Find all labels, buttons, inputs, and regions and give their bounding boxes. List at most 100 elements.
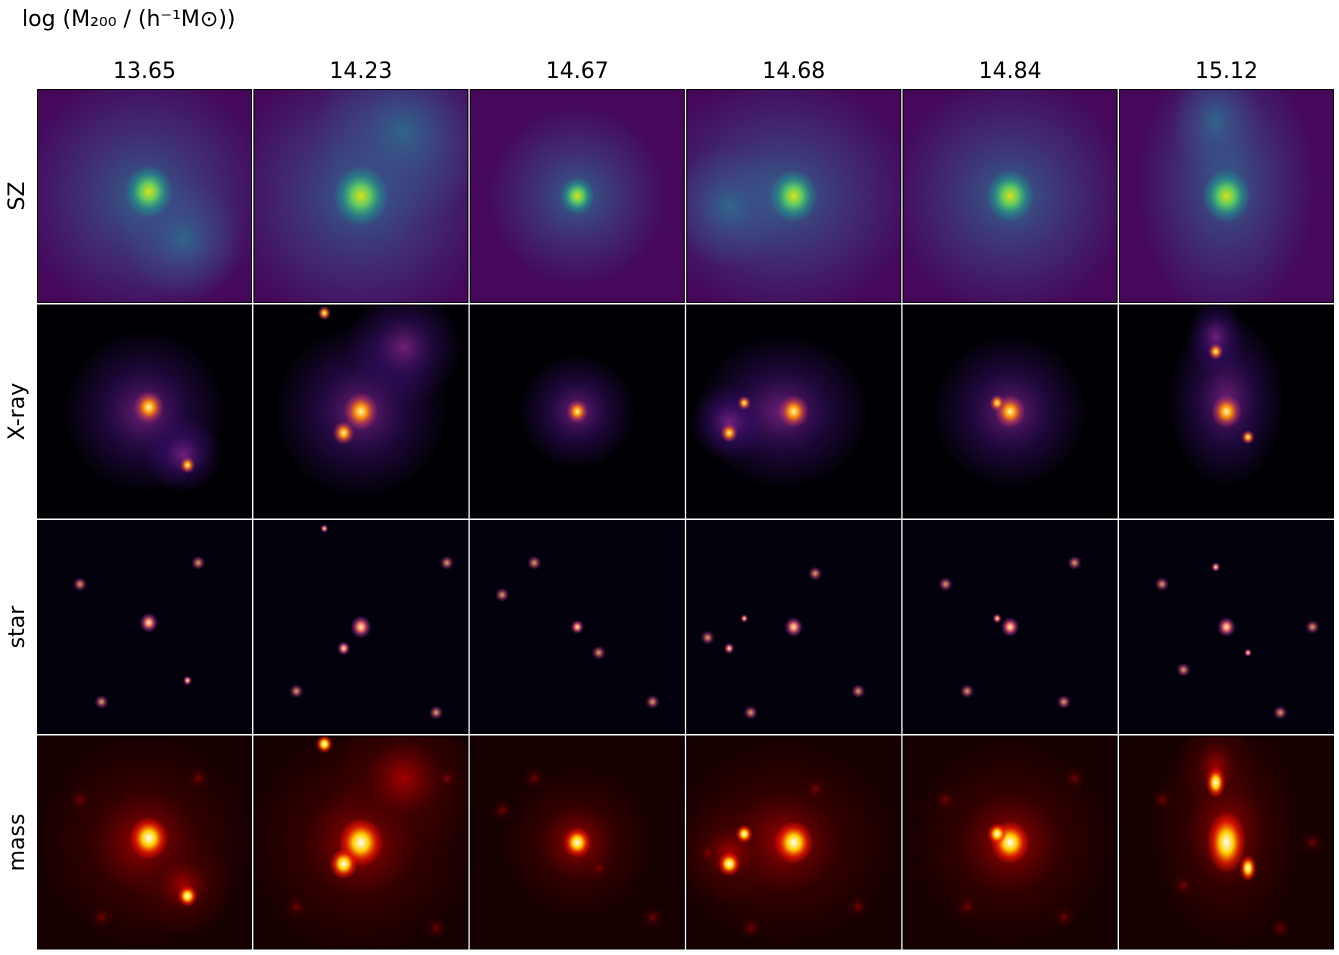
substructure — [95, 695, 109, 709]
core — [316, 735, 333, 753]
substructure — [90, 905, 114, 929]
map-panel — [686, 520, 901, 734]
core — [779, 395, 809, 428]
map-panel — [37, 520, 252, 734]
column-label: 15.12 — [1195, 59, 1258, 84]
core — [318, 306, 331, 320]
map-panel — [18, 70, 271, 322]
substructure — [1273, 706, 1287, 720]
core — [560, 177, 594, 215]
map-panel — [470, 305, 685, 519]
core — [134, 391, 164, 424]
map-panel — [1119, 50, 1334, 320]
row-label: star — [5, 605, 30, 649]
substructure — [1177, 663, 1191, 677]
substructure — [696, 841, 720, 865]
substructure — [73, 577, 87, 591]
column-label: 14.67 — [546, 59, 609, 84]
substructure — [424, 916, 448, 940]
figure: log (M₂₀₀ / (h⁻¹M⊙)) 13.65 14.23 14.67 14.6… — [0, 0, 1339, 951]
core — [351, 616, 372, 639]
map-panel — [470, 89, 685, 303]
substructure — [851, 684, 865, 698]
core — [320, 524, 328, 532]
substructure — [440, 556, 454, 570]
column-label: 14.84 — [979, 59, 1042, 84]
substructure — [646, 695, 660, 709]
map-panel — [1119, 716, 1334, 949]
core — [724, 643, 734, 654]
substructure — [641, 905, 665, 929]
core — [785, 617, 803, 637]
substructure — [1268, 916, 1292, 940]
core — [740, 614, 748, 622]
core — [1242, 430, 1255, 444]
halo — [145, 416, 222, 493]
map-panel — [903, 305, 1118, 519]
substructure — [186, 766, 210, 790]
substructure — [435, 766, 459, 790]
core — [1211, 395, 1241, 428]
core — [774, 821, 813, 864]
map-panel — [890, 76, 1131, 316]
substructure — [939, 577, 953, 591]
row-label: X-ray — [5, 383, 30, 440]
map-panel — [253, 290, 468, 519]
substructure — [1301, 831, 1325, 855]
substructure — [1068, 556, 1082, 570]
core — [330, 849, 358, 880]
core — [993, 613, 1002, 623]
substructure — [803, 777, 827, 801]
map-panel — [470, 520, 685, 734]
core — [987, 823, 1007, 844]
core — [129, 817, 168, 860]
substructure — [68, 788, 92, 812]
core — [140, 613, 158, 633]
substructure — [289, 684, 303, 698]
substructure — [1306, 620, 1320, 634]
row-label: SZ — [5, 181, 30, 210]
substructure — [739, 916, 763, 940]
core — [1202, 170, 1250, 223]
core — [180, 457, 195, 473]
column-label: 14.23 — [329, 59, 392, 84]
column-label: 14.68 — [762, 59, 825, 84]
core — [178, 885, 198, 906]
substructure — [592, 646, 606, 660]
halo — [691, 384, 768, 461]
core — [990, 395, 1005, 411]
map-panel — [253, 520, 468, 734]
core — [770, 170, 818, 223]
map-panel — [1119, 520, 1334, 734]
core — [567, 400, 589, 424]
map-panel — [903, 520, 1118, 734]
map-panel — [245, 701, 482, 951]
figure-title: log (M₂₀₀ / (h⁻¹M⊙)) — [22, 7, 236, 32]
core — [333, 421, 355, 445]
core — [1001, 617, 1019, 637]
substructure — [808, 567, 822, 581]
substructure — [744, 706, 758, 720]
map-panel — [225, 42, 496, 331]
substructure — [1057, 695, 1071, 709]
core — [738, 396, 751, 410]
substructure — [701, 631, 715, 645]
substructure — [284, 895, 308, 919]
map-panel — [1119, 298, 1334, 518]
halo — [346, 290, 462, 406]
substructure — [846, 895, 870, 919]
core — [333, 166, 388, 226]
map-panel — [37, 305, 252, 519]
substructure — [1063, 766, 1087, 790]
core — [125, 165, 173, 218]
map-panel — [470, 736, 685, 950]
core — [986, 170, 1034, 223]
map-panel — [667, 736, 901, 950]
substructure — [1155, 577, 1169, 591]
column-label: 13.65 — [113, 59, 176, 84]
core — [1217, 617, 1235, 637]
core — [718, 852, 740, 876]
substructure — [1150, 788, 1174, 812]
core — [721, 423, 738, 442]
map-panel — [648, 76, 919, 316]
